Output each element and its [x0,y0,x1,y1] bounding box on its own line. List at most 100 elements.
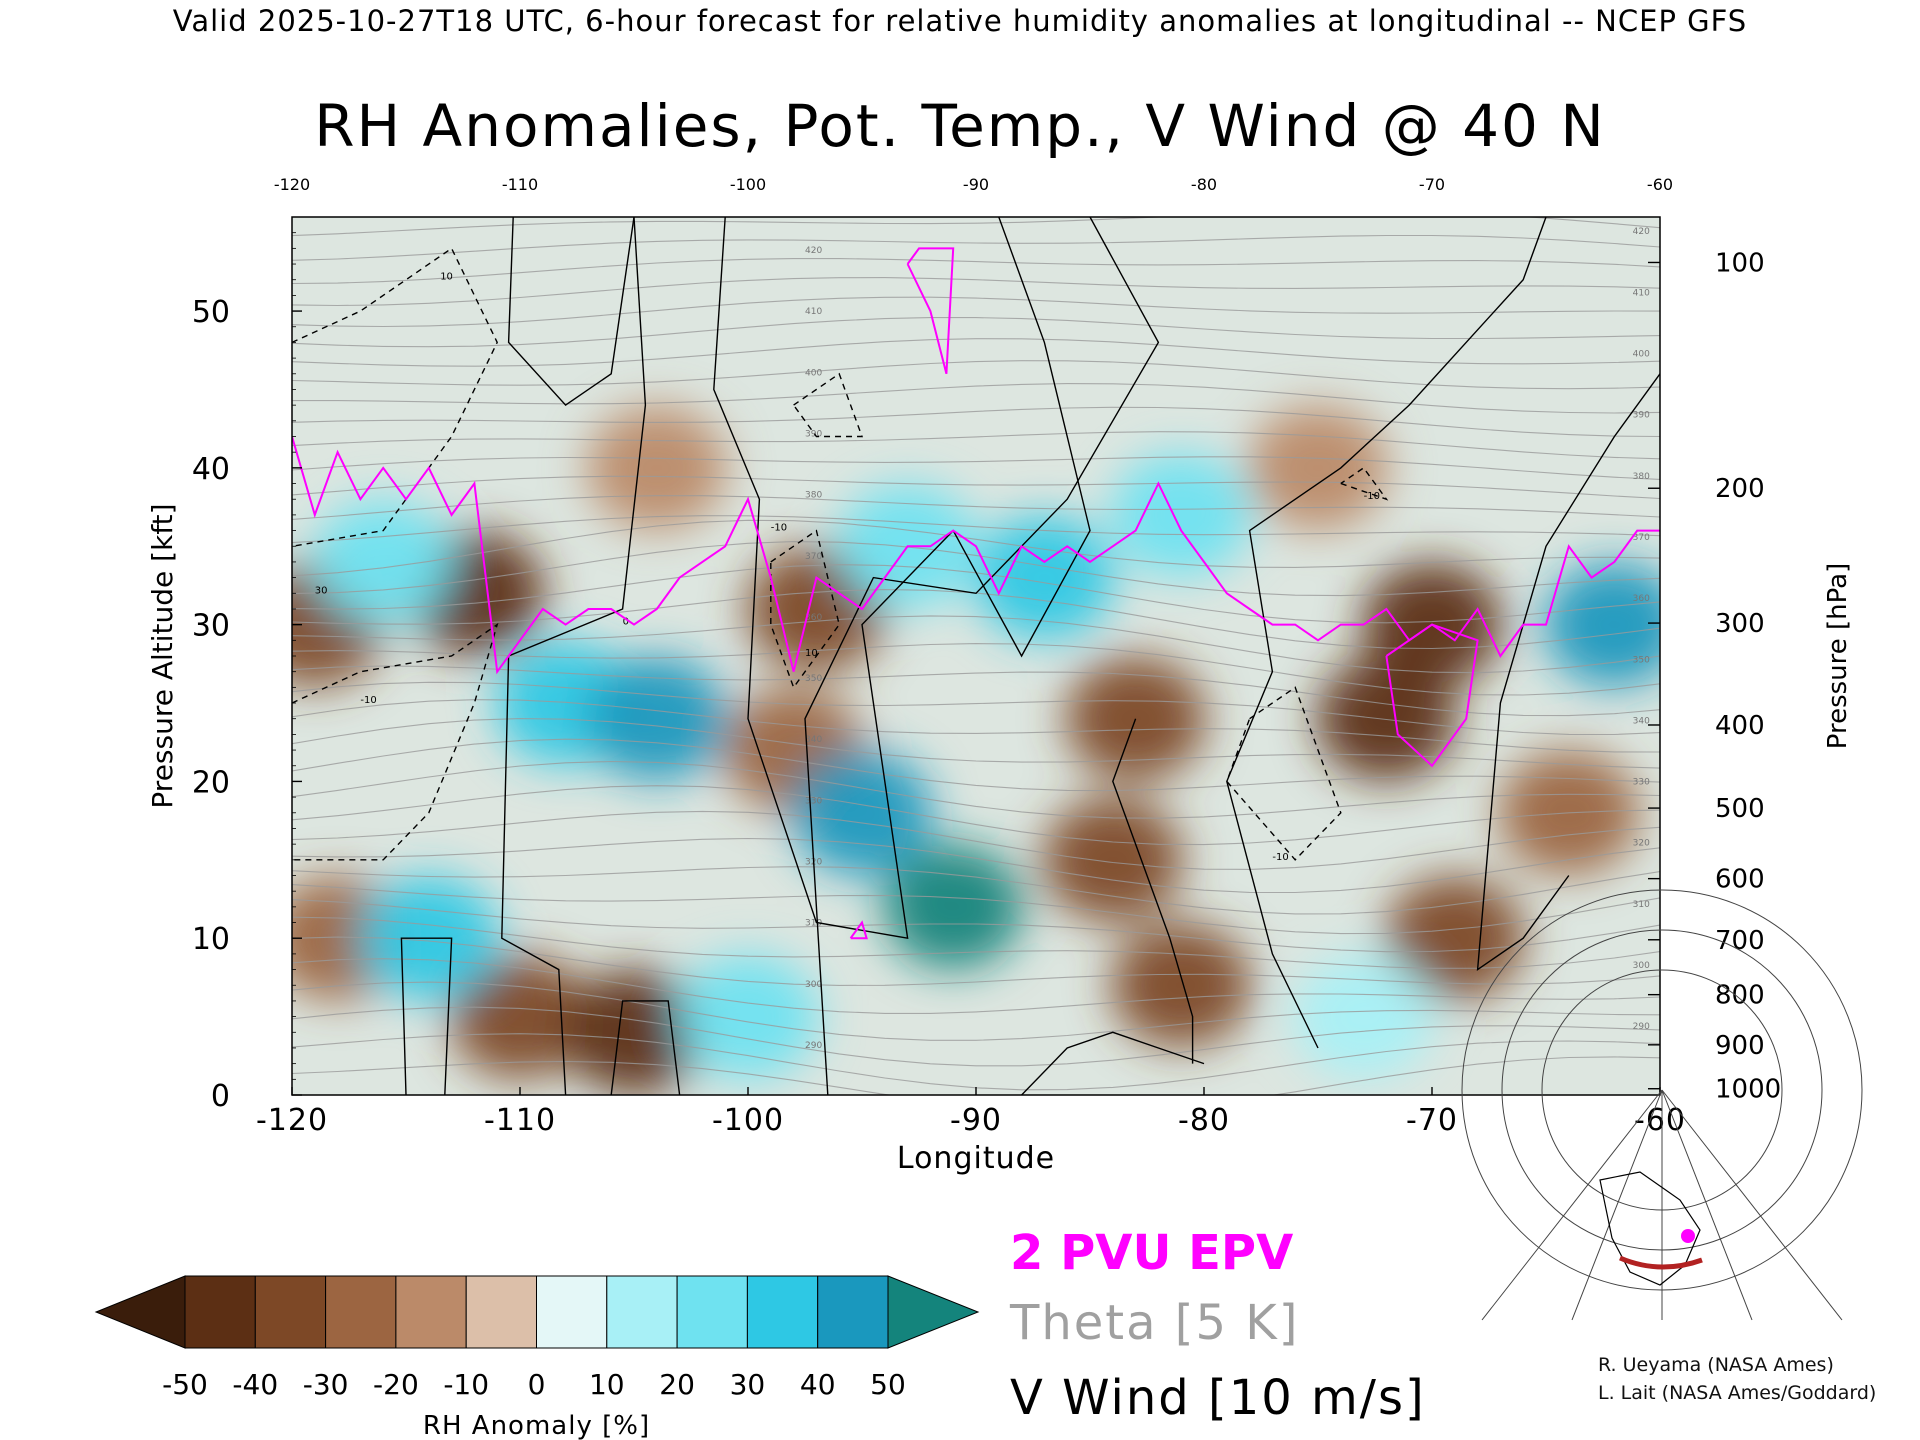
colorbar-tick-label: 40 [800,1368,836,1401]
theta-contour-28 [292,456,1660,480]
colorbar-segment [254,1275,327,1349]
map-location-marker [1681,1229,1695,1243]
colorbar-tick-label: -10 [443,1368,489,1401]
vwind-contour-8 [1226,217,1547,1049]
map-meridian-4 [1661,1089,1843,1321]
theta-label-340: 340 [805,735,822,745]
map-meridian-0 [1481,1089,1663,1321]
theta-label-right-410: 410 [1633,288,1650,298]
epv-loop-2 [849,920,868,940]
theta-contour-24 [292,519,1660,577]
x-top-tick-label: -120 [274,175,310,194]
vwind-label-1: 0 [623,617,629,628]
vwind-contour-12 [770,529,840,689]
pressure-tick-label: 1000 [1715,1075,1781,1105]
legend-wind: V Wind [10 m/s] [1010,1370,1426,1426]
theta-contour-12 [292,785,1660,846]
vwind-label-2: -10 [771,523,787,534]
theta-contour-38 [292,234,1660,261]
rh-region-25 [678,954,818,1079]
x-top-tick-label: -110 [502,175,538,194]
colorbar-arrow-high [887,1275,980,1349]
pressure-tick-label: 600 [1715,865,1765,895]
pressure-tick-label: 700 [1715,926,1765,956]
colorbar-tick-label: 30 [730,1368,766,1401]
theta-label-right-390: 390 [1633,411,1650,421]
vwind-contour-7 [1021,1031,1205,1095]
map-bounds [1560,1165,1760,1315]
rh-region-23 [1111,452,1252,577]
vwind-label-4: -10 [1272,852,1288,863]
theta-label-right-320: 320 [1633,839,1650,849]
theta-label-right-350: 350 [1633,655,1650,665]
theta-label-380: 380 [805,491,822,501]
pressure-tick-label: 200 [1715,474,1765,504]
y-tick-label: 30 [192,609,230,644]
theta-label-420: 420 [805,246,822,256]
theta-contour-11 [292,810,1660,870]
x-tick-label: -110 [484,1103,556,1138]
colorbar-tick-label: -20 [373,1368,419,1401]
epv-2pvu-line [292,247,1660,940]
colorbar-segment [184,1275,256,1349]
credit-line-1: R. Ueyama (NASA Ames) [1598,1354,1834,1376]
colorbar-segment [325,1275,397,1349]
x-tick-label: -100 [712,1103,784,1138]
x-tick-label: -90 [950,1103,1002,1138]
theta-contour-31 [292,383,1660,414]
rh-region-21 [313,499,454,624]
theta-label-390: 390 [805,430,822,440]
x-top-tick-label: -70 [1419,175,1445,194]
vwind-contour-6 [1112,718,1194,1064]
inset-map [1461,889,1863,1321]
map-cross-section-track [1619,1255,1703,1270]
theta-label-410: 410 [805,307,822,317]
theta-contour-18 [292,665,1660,717]
y-tick-label: 20 [192,765,230,800]
rh-region-15 [1248,405,1388,530]
colorbar-label: RH Anomaly [%] [423,1411,650,1440]
theta-contour-19 [292,643,1660,696]
rh-region-24 [1544,562,1660,687]
theta-label-right-400: 400 [1633,350,1650,360]
pressure-tick-label: 900 [1715,1031,1765,1061]
theta-label-330: 330 [805,796,822,806]
colorbar-segment [817,1275,889,1349]
legend-epv: 2 PVU EPV [1010,1225,1294,1281]
x-top-tick-label: -100 [730,175,766,194]
theta-label-350: 350 [805,674,822,684]
vwind-contour-15 [793,372,863,438]
vwind-contour-11 [292,622,499,861]
vwind-label-7: 10 [805,648,818,659]
rh-region-10 [1111,923,1252,1048]
theta-contour-32 [292,360,1660,390]
theta-label-right-290: 290 [1633,1022,1650,1032]
vwind-contours: 10 0 -10 -10 -10 30 -10 10 [292,217,1660,1095]
colorbar-segment [676,1275,748,1349]
theta-contour-35 [292,296,1660,328]
rh-region-19 [883,844,1024,969]
rh-anomaly-field [292,217,1660,1095]
theta-contour-17 [292,681,1660,736]
colorbar-segment [536,1275,608,1349]
colorbar-tick-label: -40 [232,1368,278,1401]
x-top-tick-label: -90 [963,175,989,194]
chart-header: Valid 2025-10-27T18 UTC, 6-hour forecast… [172,4,1748,38]
vwind-contour-3 [507,217,635,407]
y-tick-label: 10 [192,922,230,957]
vwind-label-6: -10 [1364,491,1380,502]
colorbar-tick-label: 0 [528,1368,546,1401]
x-tick-label: -80 [1178,1103,1230,1138]
rh-region-3 [450,954,590,1079]
x-axis-label: Longitude [897,1141,1055,1176]
theta-label-360: 360 [805,613,822,623]
pressure-tick-label: 300 [1715,609,1765,639]
theta-label-400: 400 [805,368,822,378]
pressure-tick-label: 800 [1715,981,1765,1011]
x-tick-label: -120 [256,1103,328,1138]
theta-contour-5 [292,936,1660,986]
theta-contour-36 [292,277,1660,307]
theta-label-right-370: 370 [1633,533,1650,543]
theta-contour-10 [292,837,1660,894]
